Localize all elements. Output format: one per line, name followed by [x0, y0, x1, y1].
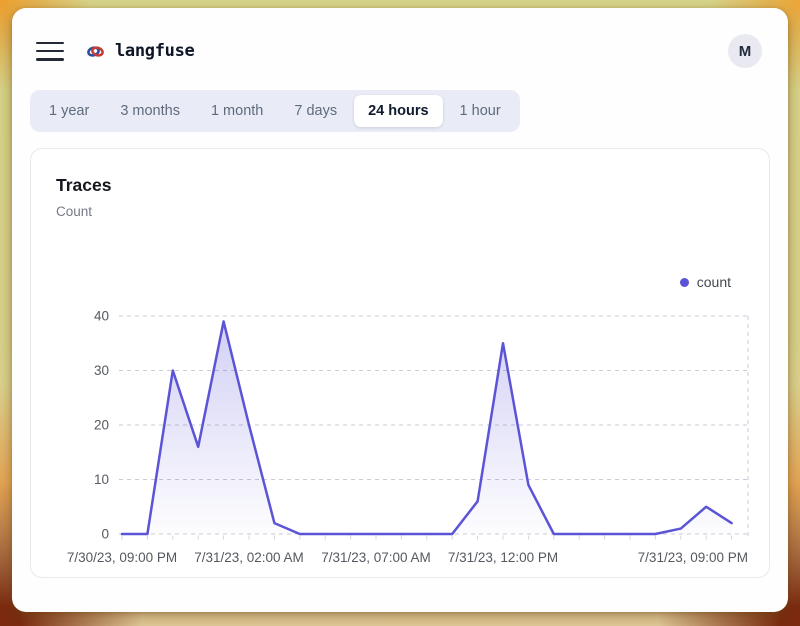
chart-legend: count: [679, 274, 731, 290]
tab-3-months[interactable]: 3 months: [106, 95, 194, 127]
card-title: Traces: [56, 175, 112, 195]
tab-1-hour[interactable]: 1 hour: [446, 95, 515, 127]
svg-text:20: 20: [94, 418, 109, 433]
svg-text:0: 0: [101, 527, 109, 542]
tab-7-days[interactable]: 7 days: [280, 95, 351, 127]
time-range-tabs: 1 year 3 months 1 month 7 days 24 hours 1 hou…: [30, 90, 520, 132]
svg-text:10: 10: [94, 472, 109, 487]
svg-text:7/31/23, 12:00 PM: 7/31/23, 12:00 PM: [448, 550, 558, 565]
traces-area-chart[interactable]: 0 10 20 30 40 7/30/23, 09:00 PM 7/31/23, 02:00…: [31, 149, 769, 577]
knot-logo-icon: [86, 42, 105, 61]
svg-text:7/31/23, 02:00 AM: 7/31/23, 02:00 AM: [194, 550, 304, 565]
legend-label: count: [696, 274, 731, 290]
x-axis-ticks: [121, 535, 733, 540]
tab-1-month[interactable]: 1 month: [197, 95, 277, 127]
app-window: langfuse M 1 year 3 months 1 month 7 days 24…: [12, 8, 788, 612]
card-subtitle: Count: [56, 204, 93, 219]
traces-card: Traces Count count 0 10 20 30 40 7/30/23, 09:…: [30, 148, 770, 578]
top-navbar: langfuse M: [12, 8, 788, 68]
user-avatar[interactable]: M: [728, 34, 762, 68]
legend-dot-icon: [679, 277, 689, 287]
y-axis-labels: 0 10 20 30 40: [94, 309, 109, 542]
svg-text:7/30/23, 09:00 PM: 7/30/23, 09:00 PM: [67, 550, 177, 565]
line-series: [120, 320, 733, 536]
x-axis-labels: 7/30/23, 09:00 PM 7/31/23, 02:00 AM 7/31/2…: [67, 550, 748, 565]
brand-name: langfuse: [115, 41, 195, 61]
tab-1-year[interactable]: 1 year: [35, 95, 103, 127]
svg-text:7/31/23, 09:00 PM: 7/31/23, 09:00 PM: [638, 550, 748, 565]
brand[interactable]: langfuse: [86, 41, 195, 61]
svg-text:30: 30: [94, 363, 109, 378]
svg-text:40: 40: [94, 309, 109, 324]
svg-text:7/31/23, 07:00 AM: 7/31/23, 07:00 AM: [321, 550, 431, 565]
area-series: [122, 321, 732, 534]
tab-24-hours[interactable]: 24 hours: [354, 95, 443, 127]
hamburger-menu-icon[interactable]: [36, 41, 64, 61]
